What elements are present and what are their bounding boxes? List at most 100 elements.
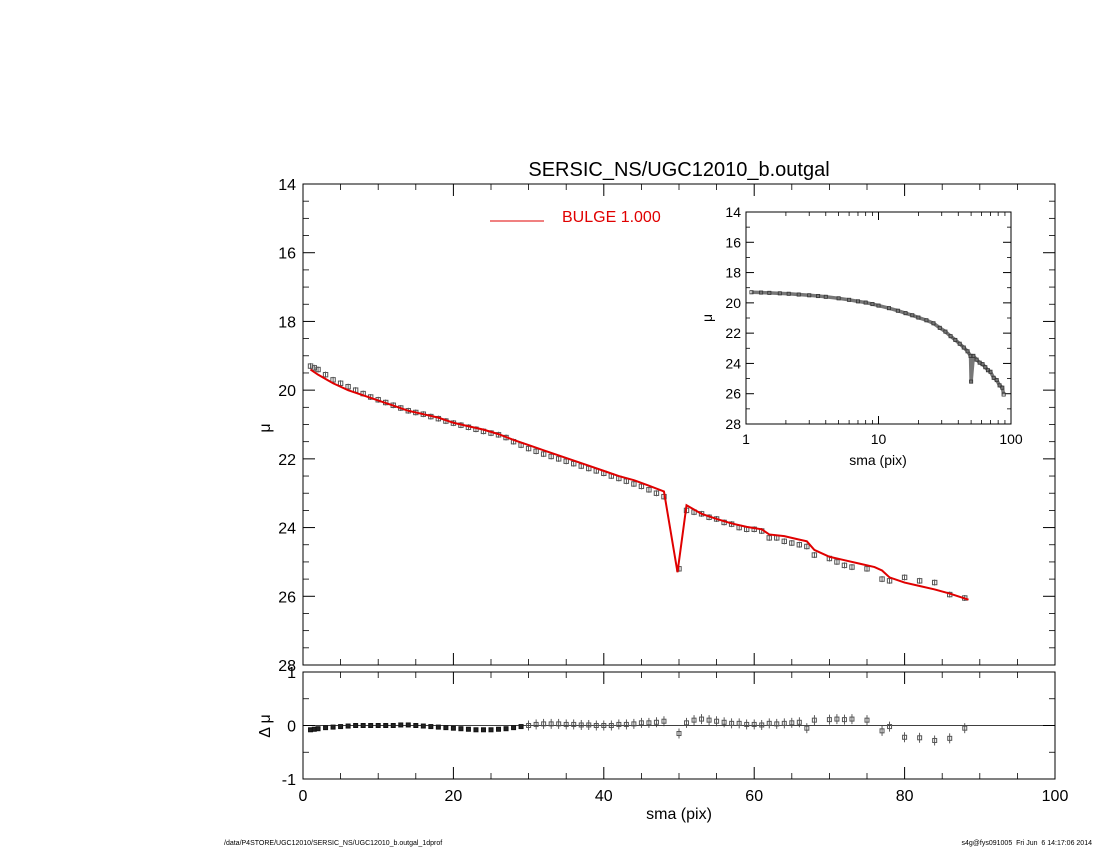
main-y-tick-label: 14 [278, 177, 296, 194]
main-data-point [322, 371, 329, 378]
residual-data-point [465, 726, 471, 732]
main-ticks [302, 183, 1056, 666]
main-y-tick-label: 22 [278, 452, 296, 469]
residual-data-point [556, 721, 562, 727]
residual-data-point [420, 723, 426, 729]
residual-data-point [541, 721, 547, 727]
main-data-point [330, 377, 336, 383]
residual-data-point [962, 725, 968, 731]
inset-data-point [796, 292, 801, 297]
inset-data-point [816, 294, 821, 299]
inset-data-point [903, 311, 908, 316]
residual-data-point [789, 720, 795, 726]
residual-data-point [631, 721, 637, 727]
inset-data-point [943, 329, 948, 334]
inset-data-point [974, 357, 979, 362]
main-data-point [849, 564, 855, 570]
residual-data-point [849, 716, 855, 722]
residual-data-point [887, 724, 893, 730]
residual-data-point [684, 720, 690, 726]
inset-data-point [876, 303, 881, 308]
main-data-point [811, 552, 818, 558]
residual-data-point [503, 726, 509, 732]
residual-data-point [676, 731, 682, 737]
inset-y-tick-label: 24 [725, 355, 741, 371]
inset-data-point [759, 290, 764, 295]
residual-data-point [548, 721, 554, 727]
inset-y-tick-label: 16 [725, 234, 741, 250]
main-y-tick-label: 28 [278, 658, 296, 675]
main-data-point [540, 451, 547, 457]
footer-file-path: /data/P4STORE/UGC12010/SERSIC_NS/UGC1201… [224, 840, 443, 847]
residual-data-point [736, 720, 742, 726]
residual-data-point [578, 722, 584, 728]
main-data-point [864, 566, 870, 572]
inset-y-tick-labels: 14 16 18 20 22 24 26 28 [725, 204, 741, 432]
residual-data-point [811, 717, 817, 723]
main-data-point [525, 445, 532, 452]
main-data-point [631, 481, 637, 487]
inset-y-tick-label: 18 [725, 265, 741, 281]
residual-data-point [841, 717, 847, 723]
residual-data-point [405, 722, 411, 728]
residual-data-point [518, 724, 524, 730]
inset-data-point [807, 293, 812, 298]
main-data-point [781, 538, 787, 545]
inset-data-point [886, 306, 891, 311]
residual-data-point [781, 720, 787, 726]
inset-data-point [983, 365, 988, 370]
inset-data-point [997, 383, 1002, 388]
main-data-point [345, 384, 351, 390]
main-data-point [548, 453, 554, 460]
residual-data-point [428, 724, 434, 730]
main-data-point [533, 448, 539, 454]
inset-data-point [965, 349, 970, 354]
main-data-points [307, 363, 968, 602]
residual-data-point [390, 723, 396, 728]
inset-data-point [931, 321, 936, 326]
residual-y-axis-label: Δ μ [257, 714, 274, 737]
inset-data-point [786, 291, 791, 296]
residual-data-point [450, 725, 456, 731]
main-data-point [766, 535, 772, 541]
residual-data-point [706, 717, 712, 723]
inset-data-point [910, 313, 915, 318]
main-data-point [646, 487, 652, 493]
x-tick-label: 0 [299, 788, 308, 805]
residual-data-point [323, 725, 329, 731]
residual-y-tick-label: -1 [282, 772, 296, 789]
residual-data-point [721, 719, 727, 725]
residual-data-point [315, 726, 321, 732]
residual-data-point [751, 721, 757, 727]
inset-data-point [961, 345, 966, 350]
residual-data-point [729, 720, 735, 726]
main-y-tick-label: 24 [278, 521, 296, 538]
main-y-tick-label: 18 [278, 314, 296, 331]
residual-data-point [360, 723, 366, 728]
inset-data-point [870, 302, 875, 307]
residual-data-point [699, 716, 705, 722]
inset-data-point [895, 308, 900, 313]
main-data-point [555, 456, 562, 462]
inset-data-point [855, 299, 860, 304]
inset-y-tick-label: 20 [725, 295, 741, 311]
main-data-point [916, 578, 923, 584]
legend-label: BULGE 1.000 [562, 209, 661, 226]
inset-data-point [916, 315, 921, 320]
residual-data-points [308, 714, 968, 746]
inset-data-point [836, 296, 841, 301]
residual-data-point [533, 721, 539, 727]
residual-data-point [435, 724, 441, 730]
inset-data-point [969, 379, 974, 384]
residual-data-point [714, 718, 720, 724]
inset-x-tick-label: 100 [999, 431, 1023, 447]
main-y-tick-labels: 14 16 18 20 22 24 26 28 [278, 177, 296, 675]
inset-data-point [948, 334, 953, 339]
main-data-point [796, 542, 803, 548]
residual-data-point [744, 721, 750, 727]
main-data-point [337, 380, 344, 386]
inset-y-axis-label: μ [699, 314, 715, 322]
x-tick-label: 20 [445, 788, 463, 805]
footer-timestamp: s4g@fys091005 Fri Jun 6 14:17:06 2014 [961, 840, 1092, 847]
